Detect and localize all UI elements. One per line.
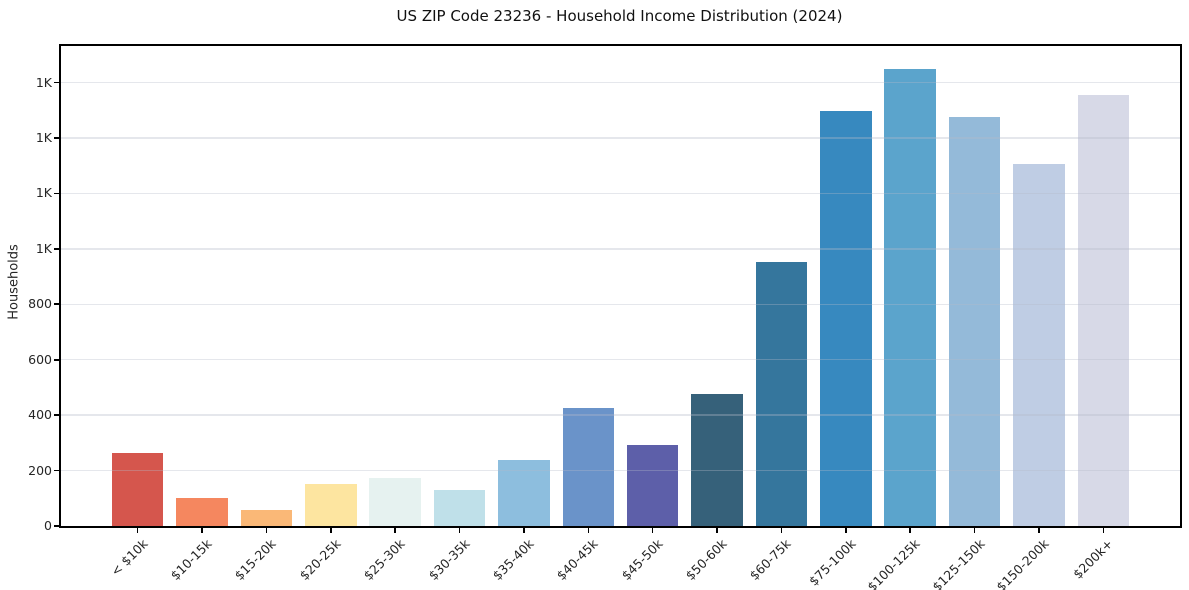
- x-tick-mark: [394, 528, 396, 533]
- bar-$20-25k: [305, 484, 357, 526]
- y-tick-mark: [54, 525, 59, 527]
- y-tick-mark: [54, 303, 59, 306]
- x-tick-mark: [1038, 528, 1040, 533]
- bar-< $10k: [111, 452, 164, 526]
- bar-$75-100k: [820, 111, 872, 526]
- y-tick-label: 1K: [35, 185, 52, 201]
- bar-$35-40k: [498, 460, 550, 526]
- x-tick-mark: [587, 528, 590, 533]
- y-tick-mark: [54, 358, 59, 361]
- gridline-600: [61, 358, 1180, 361]
- x-tick-mark: [265, 528, 268, 533]
- gridline-1400: [61, 137, 1180, 139]
- y-tick-mark: [54, 192, 59, 195]
- bar-$125-150k: [948, 116, 1001, 526]
- y-tick-mark: [54, 81, 59, 84]
- gridline-1600: [61, 81, 1180, 84]
- bar-$25-30k: [369, 478, 421, 526]
- bar-$150-200k: [1013, 163, 1065, 526]
- bars-layer: [61, 46, 1180, 526]
- chart-title: US ZIP Code 23236 - Household Income Dis…: [396, 7, 843, 25]
- gridline-800: [61, 303, 1180, 306]
- x-tick-mark: [845, 528, 847, 533]
- y-tick-label: 1K: [35, 130, 52, 145]
- gridline-1200: [61, 192, 1180, 195]
- y-tick-mark: [54, 469, 59, 472]
- y-tick-mark: [54, 414, 59, 416]
- y-tick-mark: [54, 248, 59, 250]
- y-tick-mark: [54, 137, 59, 139]
- bar-$40-45k: [562, 407, 615, 526]
- y-tick-label: 1K: [35, 74, 52, 90]
- x-tick-mark: [329, 528, 332, 533]
- x-tick-mark: [1102, 528, 1105, 533]
- y-tick-label: 0: [44, 518, 52, 533]
- bar-$100-125k: [884, 68, 936, 526]
- bar-$60-75k: [755, 262, 808, 526]
- plot-area: [59, 44, 1182, 528]
- y-tick-label: 400: [28, 407, 52, 423]
- bar-$10-15k: [176, 497, 228, 526]
- y-tick-label: 1K: [35, 240, 52, 256]
- bar-$50-60k: [691, 394, 743, 526]
- bar-$15-20k: [240, 509, 293, 526]
- x-tick-mark: [523, 528, 525, 533]
- grid-layer: [61, 46, 1180, 526]
- x-tick-mark: [458, 528, 461, 533]
- gridline-400: [61, 414, 1180, 416]
- x-tick-mark: [136, 528, 139, 533]
- x-tick-label: < $10k: [107, 536, 151, 579]
- x-tick-mark: [716, 528, 718, 533]
- x-tick-mark: [201, 528, 203, 533]
- x-tick-mark: [909, 528, 912, 533]
- bar-$200k+: [1077, 94, 1130, 526]
- y-tick-label: 200: [28, 462, 52, 478]
- gridline-1000: [61, 248, 1180, 250]
- gridline-200: [61, 469, 1180, 472]
- bar-$45-50k: [626, 444, 679, 526]
- y-tick-label: 600: [28, 351, 52, 367]
- bar-$30-35k: [433, 489, 486, 526]
- x-tick-mark: [780, 528, 783, 533]
- x-tick-mark: [651, 528, 654, 533]
- x-tick-mark: [973, 528, 976, 533]
- y-tick-label: 800: [28, 296, 52, 312]
